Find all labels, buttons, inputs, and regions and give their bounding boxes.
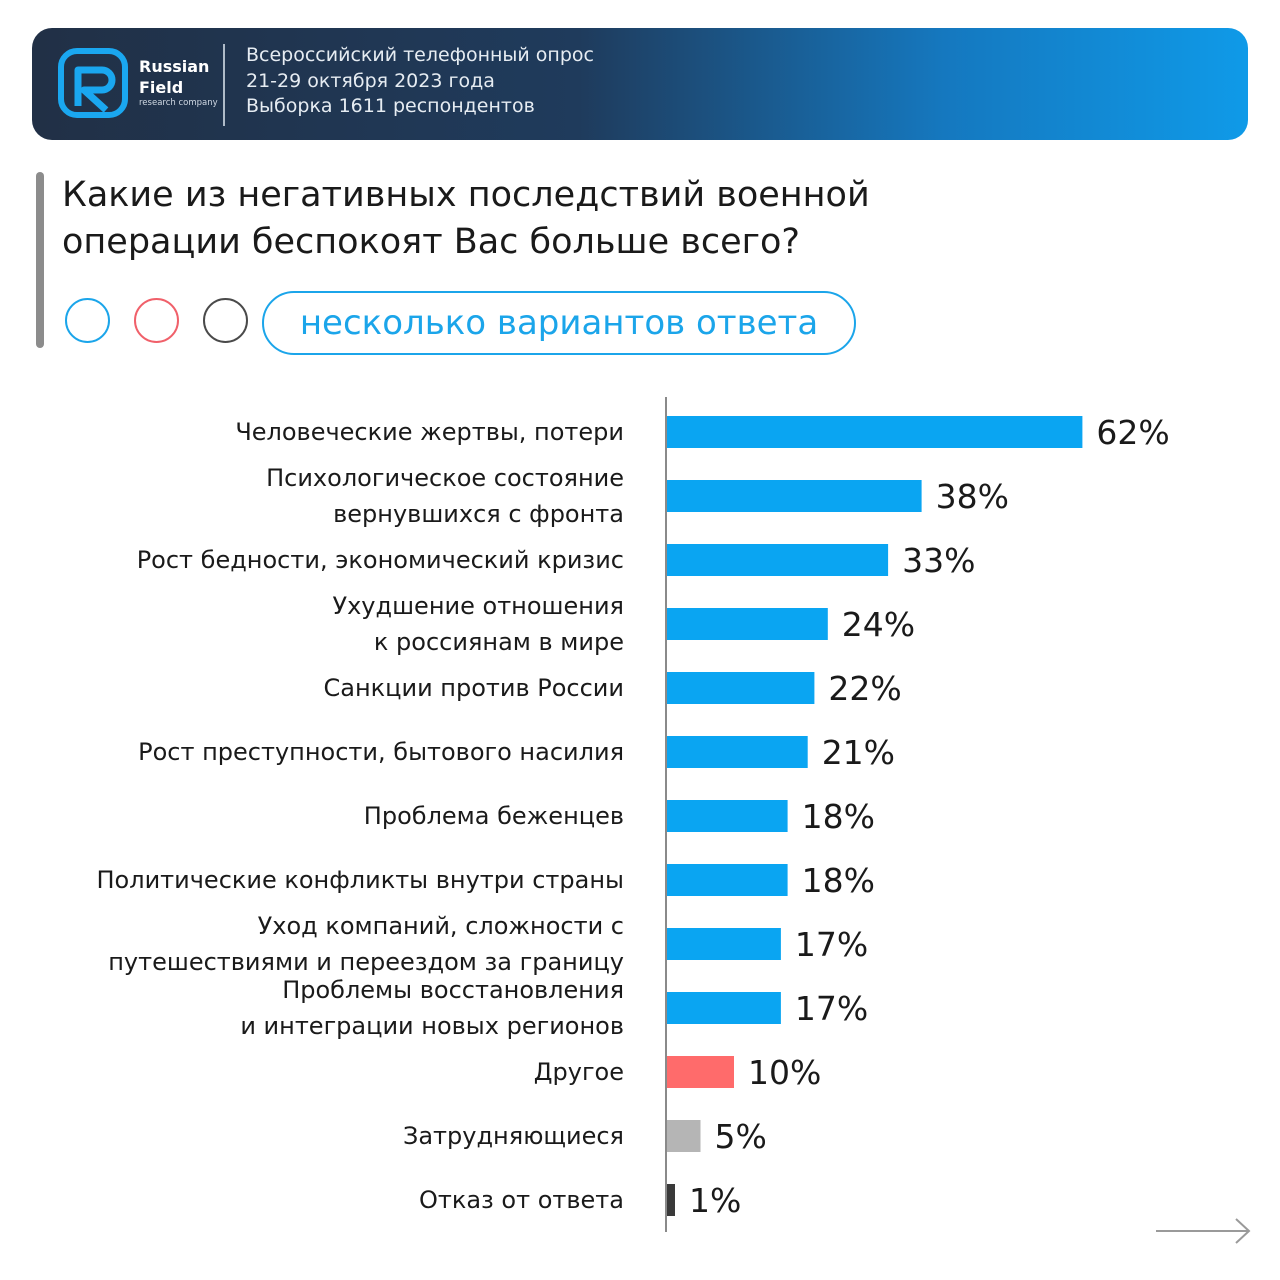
survey-info: Всероссийский телефонный опрос 21-29 окт… [246, 43, 594, 120]
bar [667, 416, 1083, 448]
bar-value-label: 18% [802, 861, 875, 900]
bar-value-label: 33% [902, 541, 975, 580]
category-label: Затрудняющиеся [403, 1122, 624, 1150]
header-banner: Russian Field research company Всероссий… [32, 28, 1248, 140]
bar [667, 480, 922, 512]
category-label: Человеческие жертвы, потери [235, 418, 624, 446]
bar [667, 1056, 734, 1088]
bar-value-label: 21% [822, 733, 895, 772]
category-label: путешествиями и переездом за границу [108, 948, 624, 976]
answers-type-pill: несколько вариантов ответа [262, 291, 856, 355]
category-label: Уход компаний, сложности с [258, 912, 624, 940]
bar-value-label: 18% [802, 797, 875, 836]
legend-dot-red [134, 298, 179, 343]
arrow-right-icon[interactable] [1154, 1216, 1254, 1246]
bar-value-label: 1% [689, 1181, 741, 1220]
header-divider [223, 44, 225, 126]
bar-value-label: 22% [828, 669, 901, 708]
category-label: и интеграции новых регионов [240, 1012, 624, 1040]
brand-subtitle: research company [139, 98, 218, 108]
bar [667, 800, 788, 832]
legend-dot-blue [65, 298, 110, 343]
bar-value-label: 5% [715, 1117, 767, 1156]
bar [667, 864, 788, 896]
question-title: Какие из негативных последствий военной … [62, 175, 870, 262]
category-label: Отказ от ответа [419, 1186, 624, 1214]
bar [667, 544, 889, 576]
category-label: вернувшихся с фронта [333, 500, 624, 528]
survey-sample: Выборка 1611 респондентов [246, 95, 535, 117]
bar [667, 992, 781, 1024]
category-label: Проблемы восстановления [282, 976, 624, 1004]
survey-type: Всероссийский телефонный опрос [246, 44, 594, 66]
bar [667, 736, 808, 768]
brand-line-2: Field [139, 78, 184, 97]
russian-field-logo-icon [58, 48, 128, 118]
category-label: Другое [534, 1058, 624, 1086]
category-label: Ухудшение отношения [332, 592, 624, 620]
bar [667, 1184, 675, 1216]
survey-dates: 21-29 октября 2023 года [246, 69, 495, 92]
category-label: Политические конфликты внутри страны [97, 866, 625, 894]
category-label: Санкции против России [323, 674, 624, 702]
bar-value-label: 17% [795, 989, 868, 1028]
category-label: Рост преступности, бытового насилия [138, 738, 624, 766]
category-label: Рост бедности, экономический кризис [137, 546, 624, 574]
legend-dot-dark [203, 298, 248, 343]
bar-value-label: 62% [1096, 413, 1169, 452]
bar-value-label: 17% [795, 925, 868, 964]
bar-value-label: 38% [936, 477, 1009, 516]
category-label: к россиянам в мире [374, 628, 624, 656]
question-accent-bar [36, 172, 44, 348]
brand-name: Russian Field [139, 56, 239, 98]
bar-value-label: 24% [842, 605, 915, 644]
bar [667, 928, 781, 960]
bar [667, 672, 815, 704]
bar [667, 1120, 701, 1152]
bar-value-label: 10% [748, 1053, 821, 1092]
category-label: Проблема беженцев [364, 802, 624, 830]
bar [667, 608, 828, 640]
category-label: Психологическое состояние [266, 464, 624, 492]
brand-line-1: Russian [139, 57, 210, 76]
